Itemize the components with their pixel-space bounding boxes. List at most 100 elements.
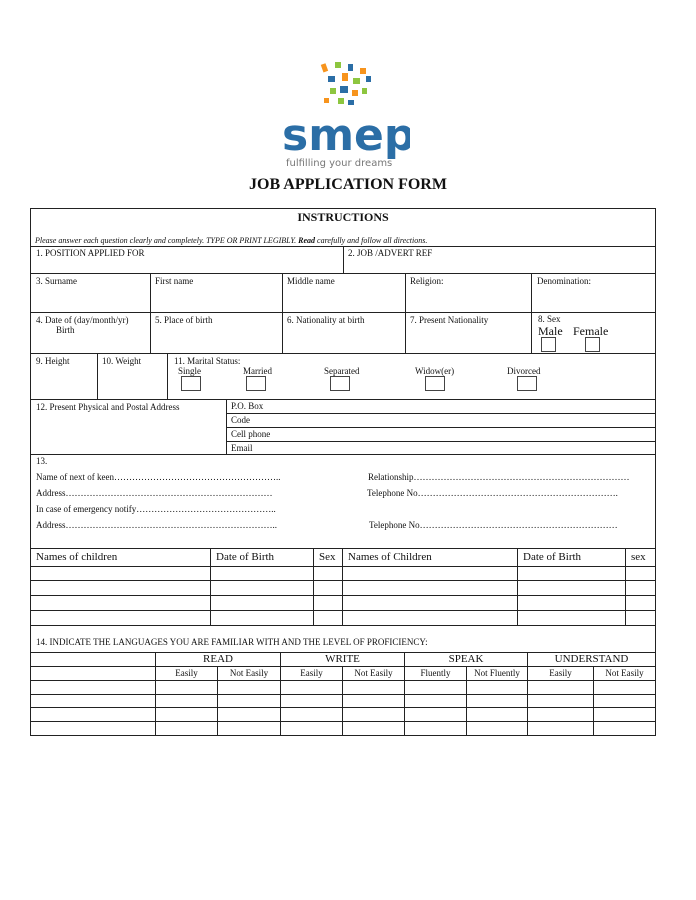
present-nationality-label: 7. Present Nationality <box>410 315 489 325</box>
language-table-cell[interactable] <box>593 707 656 722</box>
language-table-cell[interactable] <box>155 721 218 736</box>
relationship-line[interactable]: Relationship……………………………………………………………… <box>368 472 630 482</box>
children-table-cell[interactable] <box>342 595 518 611</box>
children-table-cell[interactable] <box>30 610 211 626</box>
pobox-field[interactable] <box>226 399 656 414</box>
kin-telephone-line[interactable]: Telephone No…………………………………………………………. <box>367 488 618 498</box>
language-subheader: Easily <box>155 666 218 681</box>
language-table-cell[interactable] <box>280 707 343 722</box>
children-header-cell: Sex <box>313 548 343 567</box>
language-group-header: SPEAK <box>404 652 528 667</box>
language-subheader: Easily <box>280 666 343 681</box>
children-table-cell[interactable] <box>517 595 626 611</box>
language-table-cell[interactable] <box>466 707 528 722</box>
language-table-cell[interactable] <box>342 721 405 736</box>
language-table-cell[interactable] <box>527 680 594 695</box>
language-table-cell[interactable] <box>593 721 656 736</box>
language-table-cell[interactable] <box>593 694 656 708</box>
emergency-address-line[interactable]: Address…………………………………………………………….. <box>36 520 277 530</box>
married-checkbox[interactable] <box>246 376 266 391</box>
children-table-cell[interactable] <box>210 595 314 611</box>
children-table-cell[interactable] <box>313 610 343 626</box>
cellphone-field[interactable] <box>226 427 656 442</box>
children-table-cell[interactable] <box>313 566 343 581</box>
single-checkbox[interactable] <box>181 376 201 391</box>
email-field[interactable] <box>226 441 656 455</box>
language-table-cell[interactable] <box>30 707 156 722</box>
language-table-cell[interactable] <box>404 694 467 708</box>
language-table-cell[interactable] <box>527 707 594 722</box>
address-label: 12. Present Physical and Postal Address <box>36 402 180 412</box>
language-table-cell[interactable] <box>527 694 594 708</box>
dob-label-2: Birth <box>56 325 75 335</box>
language-table-cell[interactable] <box>217 721 281 736</box>
male-checkbox[interactable] <box>541 337 556 352</box>
children-table-cell[interactable] <box>342 580 518 596</box>
language-table-cell[interactable] <box>280 721 343 736</box>
children-table-cell[interactable] <box>625 580 656 596</box>
language-table-cell[interactable] <box>217 694 281 708</box>
code-field[interactable] <box>226 413 656 428</box>
children-table-cell[interactable] <box>625 595 656 611</box>
advert-label: 2. JOB /ADVERT REF <box>348 248 433 258</box>
instructions-text-b: carefully and follow all directions. <box>315 236 428 245</box>
religion-label: Religion: <box>410 276 444 286</box>
smep-logo: smep fulfilling your dreams <box>282 62 410 169</box>
languages-heading: 14. INDICATE THE LANGUAGES YOU ARE FAMIL… <box>36 637 428 647</box>
children-header-cell: sex <box>625 548 656 567</box>
language-table-cell[interactable] <box>155 694 218 708</box>
children-table-cell[interactable] <box>210 610 314 626</box>
children-table-cell[interactable] <box>210 566 314 581</box>
language-table-cell[interactable] <box>30 680 156 695</box>
kin-address-line[interactable]: Address…………………………………………………………… <box>36 488 273 498</box>
language-table-cell[interactable] <box>342 707 405 722</box>
language-subheader: Not Easily <box>217 666 281 681</box>
children-table-cell[interactable] <box>30 595 211 611</box>
children-header-cell: Date of Birth <box>210 548 314 567</box>
children-table-cell[interactable] <box>517 566 626 581</box>
language-table-cell[interactable] <box>466 680 528 695</box>
female-checkbox[interactable] <box>585 337 600 352</box>
language-subheader: Easily <box>527 666 594 681</box>
language-table-cell[interactable] <box>404 680 467 695</box>
marital-status-label: 11. Marital Status: <box>174 356 241 366</box>
widow-checkbox[interactable] <box>425 376 445 391</box>
language-table-cell[interactable] <box>466 694 528 708</box>
divorced-checkbox[interactable] <box>517 376 537 391</box>
language-table-cell[interactable] <box>155 707 218 722</box>
children-table-cell[interactable] <box>625 566 656 581</box>
children-table-cell[interactable] <box>210 580 314 596</box>
sex-label: 8. Sex <box>538 314 561 324</box>
language-table-cell[interactable] <box>342 680 405 695</box>
children-table-cell[interactable] <box>342 566 518 581</box>
language-table-cell[interactable] <box>593 680 656 695</box>
language-table-cell[interactable] <box>280 680 343 695</box>
language-table-cell[interactable] <box>217 680 281 695</box>
children-table-cell[interactable] <box>30 566 211 581</box>
children-table-cell[interactable] <box>313 580 343 596</box>
emergency-telephone-line[interactable]: Telephone No………………………………………………………… <box>369 520 618 530</box>
children-table-cell[interactable] <box>30 580 211 596</box>
language-table-cell[interactable] <box>404 707 467 722</box>
next-of-kin-section <box>30 454 656 549</box>
separated-checkbox[interactable] <box>330 376 350 391</box>
language-table-cell[interactable] <box>527 721 594 736</box>
emergency-contact-line[interactable]: In case of emergency notify…………………………………… <box>36 504 276 514</box>
next-of-kin-line[interactable]: Name of next of keen……………………………………………….. <box>36 472 281 482</box>
language-table-cell[interactable] <box>30 694 156 708</box>
language-table-cell[interactable] <box>30 721 156 736</box>
widow-label: Widow(er) <box>415 366 455 376</box>
email-label: Email <box>231 443 253 453</box>
children-table-cell[interactable] <box>313 595 343 611</box>
language-table-cell[interactable] <box>342 694 405 708</box>
children-table-cell[interactable] <box>517 610 626 626</box>
children-table-cell[interactable] <box>517 580 626 596</box>
children-table-cell[interactable] <box>342 610 518 626</box>
male-label: Male <box>538 324 563 338</box>
language-table-cell[interactable] <box>155 680 218 695</box>
language-table-cell[interactable] <box>280 694 343 708</box>
children-table-cell[interactable] <box>625 610 656 626</box>
language-table-cell[interactable] <box>466 721 528 736</box>
language-table-cell[interactable] <box>404 721 467 736</box>
language-table-cell[interactable] <box>217 707 281 722</box>
